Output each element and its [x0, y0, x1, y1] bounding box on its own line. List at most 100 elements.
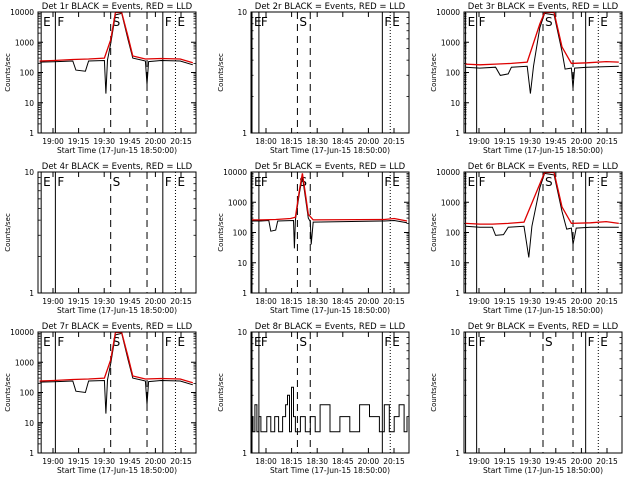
det-8-xtick-label: 18:15 — [281, 457, 303, 466]
det-7-ytick-label: 1 — [29, 449, 34, 458]
det-2-xtick-label: 18:30 — [306, 137, 328, 146]
det-2-xtick-label: 20:00 — [358, 137, 380, 146]
det-6-xtick-label: 19:45 — [545, 297, 567, 306]
det-4-xtick-label: 19:45 — [119, 297, 141, 306]
det-4-marker-label: E — [177, 175, 185, 189]
det-9-xtick-label: 19:00 — [468, 457, 490, 466]
det-7-frame — [37, 331, 197, 454]
det-6-ytick-label: 100 — [446, 229, 461, 238]
det-6-xtick-label: 20:15 — [596, 297, 618, 306]
det-7-xlabel: Start Time (17-Jun-15 18:50:00) — [57, 466, 177, 475]
det-3-xtick-label: 20:15 — [596, 137, 618, 146]
det-9-marker-label: S — [545, 335, 553, 349]
det-5-title: Det 5r BLACK = Events, RED = LLD — [255, 162, 406, 172]
det-1-xtick-label: 19:15 — [68, 137, 90, 146]
det-5-ytick-label: 10000 — [223, 168, 247, 177]
det-2-xtick-label: 20:15 — [383, 137, 405, 146]
panel-det-5: Det 5r BLACK = Events, RED = LLD Counts/s… — [217, 162, 410, 315]
det-5-marker-label: E — [392, 175, 400, 189]
det-5-series-lld — [252, 173, 408, 222]
det-9-title: Det 9r BLACK = Events, RED = LLD — [468, 322, 619, 332]
det-2-marker-label: F — [384, 15, 391, 29]
det-3-series-events — [465, 12, 619, 94]
det-3-marker-label: E — [468, 15, 476, 29]
det-5-xtick-label: 20:15 — [383, 297, 405, 306]
det-1-ytick-label: 10 — [24, 99, 34, 108]
det-9-xtick-label: 19:15 — [494, 457, 516, 466]
det-5-ytick-label: 1 — [242, 289, 247, 298]
det-1-xtick-label: 20:00 — [145, 137, 167, 146]
det-3-ytick-label: 100 — [446, 69, 461, 78]
det-1-marker-label: E — [43, 15, 51, 29]
det-1-xlabel: Start Time (17-Jun-15 18:50:00) — [57, 146, 177, 155]
det-4-ytick-label: 1 — [29, 289, 34, 298]
det-8-xtick-label: 20:00 — [358, 457, 380, 466]
det-3-marker-label: F — [479, 15, 486, 29]
det-8-frame — [250, 331, 410, 454]
det-7-ytick-label: 100 — [20, 389, 35, 398]
det-9-frame — [463, 331, 623, 454]
det-8-xtick-label: 18:00 — [255, 457, 277, 466]
det-7-marker-label: F — [165, 335, 172, 349]
det-5-xtick-label: 18:45 — [332, 297, 354, 306]
det-5-xtick-label: 20:00 — [358, 297, 380, 306]
panel-det-2: Det 2r BLACK = Events, RED = LLD Counts/s… — [217, 2, 410, 155]
det-1-ytick-label: 10000 — [10, 8, 34, 17]
det-7-xtick-label: 20:00 — [145, 457, 167, 466]
det-8-title: Det 8r BLACK = Events, RED = LLD — [255, 322, 406, 332]
det-7-title: Det 7r BLACK = Events, RED = LLD — [42, 322, 193, 332]
det-7-xtick-label: 19:15 — [68, 457, 90, 466]
panel-det-9: Det 9r BLACK = Events, RED = LLD Counts/s… — [430, 322, 623, 475]
det-6-ytick-label: 1 — [455, 289, 460, 298]
det-4-ytick-label: 10 — [24, 168, 34, 177]
det-6-ytick-label: 10000 — [436, 168, 460, 177]
det-2-frame — [250, 11, 410, 134]
det-9-xtick-label: 20:00 — [571, 457, 593, 466]
det-5-ytick-label: 100 — [233, 229, 248, 238]
det-3-ytick-label: 1000 — [441, 38, 460, 47]
det-3-ytick-label: 1 — [455, 129, 460, 138]
det-5-ytick-label: 10 — [237, 259, 247, 268]
panel-det-1: Det 1r BLACK = Events, RED = LLD Counts/s… — [4, 2, 197, 155]
det-2-ytick-label: 10 — [237, 8, 247, 17]
det-6-marker-label: E — [468, 175, 476, 189]
det-6-marker-label: E — [600, 175, 608, 189]
det-1-xtick-label: 19:00 — [42, 137, 64, 146]
det-8-marker-label: F — [384, 335, 391, 349]
det-5-marker-label: E — [254, 175, 262, 189]
det-5-marker-label: F — [261, 175, 268, 189]
det-4-marker-label: F — [57, 175, 64, 189]
det-1-marker-label: F — [57, 15, 64, 29]
det-4-xtick-label: 19:15 — [68, 297, 90, 306]
det-3-frame — [463, 11, 623, 134]
det-1-ytick-label: 100 — [20, 69, 35, 78]
det-7-ylabel: Counts/sec — [4, 373, 12, 412]
det-4-marker-label: S — [113, 175, 121, 189]
det-1-title: Det 1r BLACK = Events, RED = LLD — [42, 2, 193, 12]
det-8-series-events — [251, 386, 408, 433]
det-4-xtick-label: 20:00 — [145, 297, 167, 306]
det-8-xtick-label: 20:15 — [383, 457, 405, 466]
det-2-title: Det 2r BLACK = Events, RED = LLD — [255, 2, 406, 12]
det-6-ytick-label: 1000 — [441, 198, 460, 207]
det-7-marker-label: E — [177, 335, 185, 349]
det-6-marker-label: F — [588, 175, 595, 189]
det-8-ytick-label: 10 — [237, 328, 247, 337]
det-8-marker-label: E — [392, 335, 400, 349]
det-9-marker-label: E — [600, 335, 608, 349]
det-1-xtick-label: 19:45 — [119, 137, 141, 146]
det-4-marker-label: E — [43, 175, 51, 189]
det-8-xlabel: Start Time (17-Jun-15 18:50:00) — [270, 466, 390, 475]
det-6-frame — [463, 171, 623, 294]
det-6-xtick-label: 19:30 — [519, 297, 541, 306]
det-1-ytick-label: 1000 — [15, 38, 34, 47]
det-9-xlabel: Start Time (17-Jun-15 18:50:00) — [483, 466, 603, 475]
det-4-xtick-label: 19:00 — [42, 297, 64, 306]
det-6-ylabel: Counts/sec — [430, 213, 438, 252]
det-7-xtick-label: 20:15 — [170, 457, 192, 466]
det-9-xtick-label: 19:30 — [519, 457, 541, 466]
det-1-marker-label: F — [165, 15, 172, 29]
det-9-ylabel: Counts/sec — [430, 373, 438, 412]
det-9-marker-label: F — [479, 335, 486, 349]
